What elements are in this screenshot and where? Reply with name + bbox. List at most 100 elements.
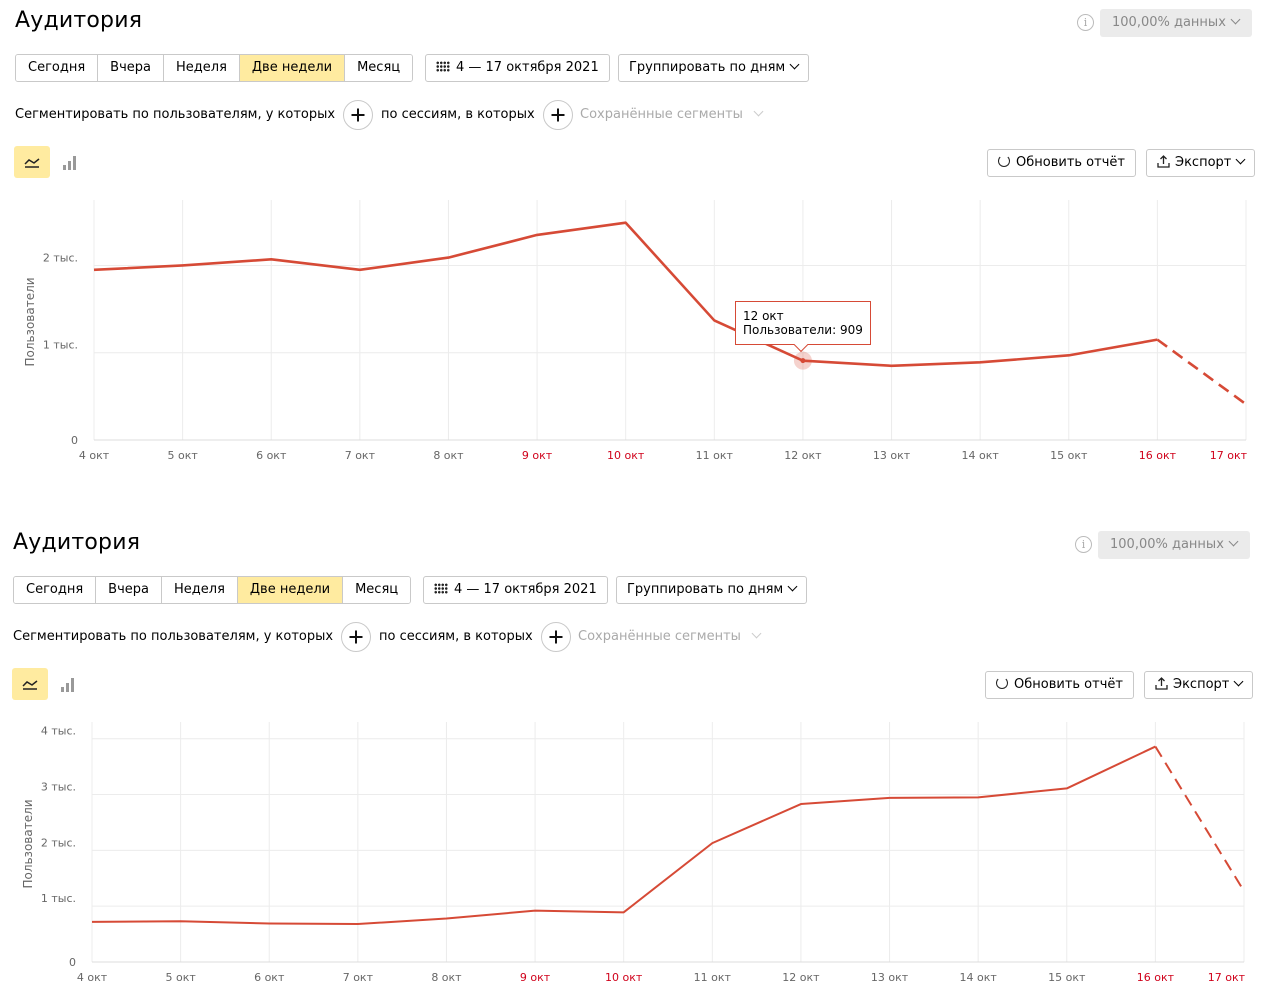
x-tick-label: 10 окт bbox=[607, 449, 645, 462]
refresh-label: Обновить отчёт bbox=[1016, 155, 1125, 170]
line-chart-icon bbox=[22, 680, 38, 690]
period-today[interactable]: Сегодня bbox=[14, 577, 97, 603]
x-tick-label: 6 окт bbox=[254, 971, 285, 984]
x-tick-label: 8 окт bbox=[433, 449, 464, 462]
line-chart-toggle[interactable] bbox=[12, 668, 48, 700]
x-tick-label: 11 окт bbox=[694, 971, 732, 984]
y-tick-label: 1 тыс. bbox=[43, 339, 78, 352]
add-user-segment-button[interactable] bbox=[341, 622, 371, 652]
x-tick-label: 12 окт bbox=[782, 971, 820, 984]
saved-segments-label: Сохранённые сегменты bbox=[578, 629, 741, 644]
period-two-weeks[interactable]: Две недели bbox=[239, 55, 346, 81]
grouping-dropdown[interactable]: Группировать по дням bbox=[618, 54, 810, 82]
export-button[interactable]: Экспорт bbox=[1146, 149, 1256, 177]
export-button[interactable]: Экспорт bbox=[1144, 671, 1254, 699]
export-icon bbox=[1155, 677, 1168, 690]
add-session-segment-button[interactable] bbox=[541, 622, 571, 652]
x-tick-label: 9 окт bbox=[520, 971, 551, 984]
highlight-point bbox=[800, 358, 806, 364]
x-tick-label: 15 окт bbox=[1048, 971, 1086, 984]
x-tick-label: 16 окт bbox=[1139, 449, 1177, 462]
period-selector: Сегодня Вчера Неделя Две недели Месяц bbox=[13, 576, 412, 604]
period-month[interactable]: Месяц bbox=[343, 577, 411, 603]
y-tick-label: 1 тыс. bbox=[41, 892, 76, 905]
chevron-down-icon bbox=[753, 106, 764, 117]
x-tick-label: 6 окт bbox=[256, 449, 287, 462]
info-icon[interactable]: i bbox=[1077, 14, 1094, 31]
y-axis-label: Пользователи bbox=[21, 799, 35, 888]
info-icon[interactable]: i bbox=[1075, 536, 1092, 553]
segment-users-label: Сегментировать по пользователям, у котор… bbox=[13, 629, 334, 644]
grouping-dropdown[interactable]: Группировать по дням bbox=[616, 576, 808, 604]
refresh-report-button[interactable]: Обновить отчёт bbox=[985, 671, 1134, 699]
saved-segments-label: Сохранённые сегменты bbox=[580, 107, 743, 122]
x-tick-label: 17 окт bbox=[1208, 971, 1246, 984]
series-line bbox=[91, 745, 1156, 926]
export-label: Экспорт bbox=[1175, 155, 1232, 170]
date-range-picker[interactable]: 4 — 17 октября 2021 bbox=[425, 54, 610, 82]
line-chart-toggle[interactable] bbox=[14, 146, 50, 178]
data-sampling-label: 100,00% данных bbox=[1112, 15, 1226, 30]
grouping-label: Группировать по дням bbox=[629, 60, 786, 75]
period-yesterday[interactable]: Вчера bbox=[98, 55, 164, 81]
period-two-weeks[interactable]: Две недели bbox=[237, 577, 344, 603]
chevron-down-icon bbox=[789, 59, 800, 70]
x-tick-label: 5 окт bbox=[165, 971, 196, 984]
date-range-picker[interactable]: 4 — 17 октября 2021 bbox=[423, 576, 608, 604]
bar-chart-icon bbox=[61, 678, 74, 692]
data-sampling-dropdown[interactable]: 100,00% данных bbox=[1098, 531, 1250, 559]
add-user-segment-button[interactable] bbox=[343, 100, 373, 130]
saved-segments-dropdown[interactable]: Сохранённые сегменты bbox=[578, 628, 762, 644]
bar-chart-icon bbox=[63, 156, 76, 170]
period-yesterday[interactable]: Вчера bbox=[96, 577, 162, 603]
refresh-icon bbox=[996, 677, 1008, 689]
x-tick-label: 4 окт bbox=[79, 449, 110, 462]
y-tick-label: 3 тыс. bbox=[41, 781, 76, 794]
segment-sessions-label: по сессиям, в которых bbox=[379, 629, 533, 644]
data-sampling-dropdown[interactable]: 100,00% данных bbox=[1100, 9, 1252, 37]
chevron-down-icon bbox=[1235, 154, 1246, 165]
x-tick-label: 5 окт bbox=[167, 449, 198, 462]
y-tick-label: 0 bbox=[71, 434, 78, 447]
tooltip-date: 12 окт bbox=[743, 309, 784, 323]
x-tick-label: 13 окт bbox=[871, 971, 909, 984]
tooltip-value: Пользователи: 909 bbox=[743, 323, 863, 337]
y-tick-label: 2 тыс. bbox=[41, 836, 76, 849]
calendar-icon bbox=[436, 61, 450, 72]
export-label: Экспорт bbox=[1173, 677, 1230, 692]
x-tick-label: 17 окт bbox=[1210, 449, 1248, 462]
x-tick-label: 14 окт bbox=[962, 449, 1000, 462]
period-today[interactable]: Сегодня bbox=[16, 55, 99, 81]
bar-chart-toggle[interactable] bbox=[59, 675, 79, 695]
saved-segments-dropdown[interactable]: Сохранённые сегменты bbox=[580, 106, 764, 122]
page-title: Аудитория bbox=[13, 530, 141, 555]
y-tick-label: 0 bbox=[69, 956, 76, 969]
x-tick-label: 9 окт bbox=[522, 449, 553, 462]
export-icon bbox=[1157, 155, 1170, 168]
y-tick-label: 4 тыс. bbox=[41, 725, 76, 738]
chevron-down-icon bbox=[1230, 14, 1241, 25]
refresh-icon bbox=[998, 155, 1010, 167]
x-tick-label: 10 окт bbox=[605, 971, 643, 984]
series-line-incomplete bbox=[1156, 338, 1247, 406]
page-title: Аудитория bbox=[15, 8, 143, 33]
period-month[interactable]: Месяц bbox=[345, 55, 413, 81]
line-chart-icon bbox=[24, 158, 40, 168]
x-tick-label: 14 окт bbox=[960, 971, 998, 984]
calendar-icon bbox=[434, 583, 448, 594]
add-session-segment-button[interactable] bbox=[543, 100, 573, 130]
series-line-incomplete bbox=[1154, 746, 1245, 892]
audience-panel-2: Аудитория i 100,00% данных Сегодня Вчера… bbox=[0, 522, 1262, 1000]
period-week[interactable]: Неделя bbox=[164, 55, 240, 81]
chevron-down-icon bbox=[1233, 676, 1244, 687]
segment-users-label: Сегментировать по пользователям, у котор… bbox=[15, 107, 336, 122]
x-tick-label: 16 окт bbox=[1137, 971, 1175, 984]
x-tick-label: 12 окт bbox=[784, 449, 822, 462]
date-range-label: 4 — 17 октября 2021 bbox=[454, 582, 597, 597]
x-tick-label: 7 окт bbox=[345, 449, 376, 462]
chevron-down-icon bbox=[751, 628, 762, 639]
x-tick-label: 13 окт bbox=[873, 449, 911, 462]
period-week[interactable]: Неделя bbox=[162, 577, 238, 603]
refresh-report-button[interactable]: Обновить отчёт bbox=[987, 149, 1136, 177]
bar-chart-toggle[interactable] bbox=[61, 153, 81, 173]
